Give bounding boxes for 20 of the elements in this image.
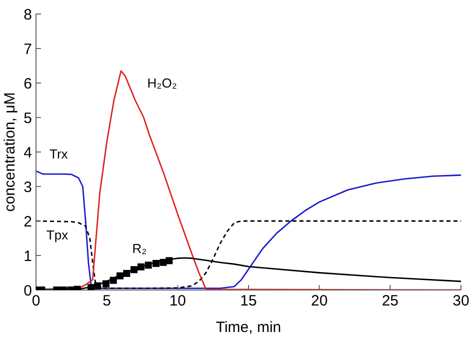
x-tick-label: 5	[102, 292, 112, 310]
y-tick-label: 2	[24, 213, 32, 230]
series-label: Tpx	[46, 227, 69, 242]
series-label: R₂	[132, 241, 147, 256]
series-label: H₂O₂	[147, 76, 177, 91]
series-label: Trx	[50, 146, 68, 162]
y-axis-title: concentration, μM	[1, 92, 18, 212]
x-tick-label: 15	[240, 292, 257, 310]
x-tick-label: 20	[310, 292, 328, 310]
y-tick-label: 5	[24, 110, 32, 127]
y-tick-label: 1	[24, 248, 32, 265]
x-tick-label: 30	[452, 292, 470, 310]
x-axis-title: Time, min	[216, 319, 282, 336]
y-tick-label: 4	[24, 144, 32, 162]
y-tick-label: 7	[24, 40, 32, 58]
y-tick-label: 6	[24, 75, 32, 92]
x-tick-label: 25	[382, 292, 399, 310]
y-tick-label: 8	[24, 6, 32, 24]
x-tick-label: 10	[169, 292, 186, 310]
y-tick-label: 3	[24, 178, 32, 196]
